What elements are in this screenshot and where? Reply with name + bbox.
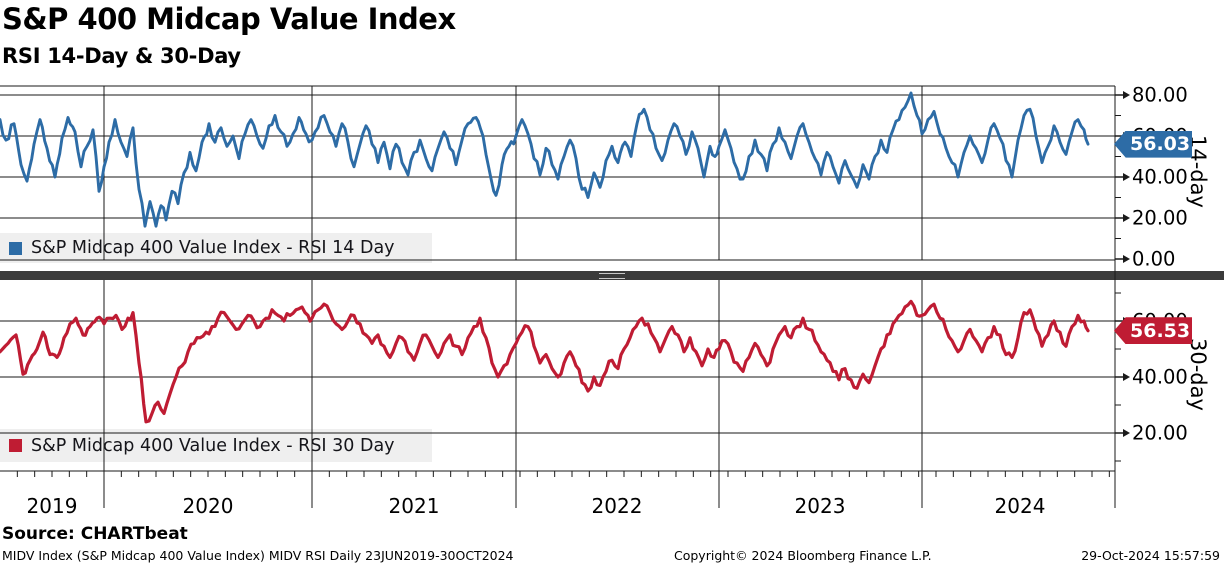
footer-ticker-info: MIDV Index (S&P Midcap 400 Value Index) …	[2, 548, 514, 563]
legend-label-rsi14: S&P Midcap 400 Value Index - RSI 14 Day	[31, 238, 395, 258]
year-label: 2022	[591, 494, 643, 518]
footer-copyright: Copyright© 2024 Bloomberg Finance L.P.	[674, 548, 932, 563]
source-label: Source: CHARTbeat	[2, 524, 188, 544]
last-value-rsi14: 56.03	[1130, 133, 1191, 156]
panel-divider	[0, 271, 1224, 280]
axis-title-30-day: 30-day	[1186, 337, 1210, 411]
y-tick-label: 20.00	[1132, 421, 1188, 445]
page-title: S&P 400 Midcap Value Index	[2, 2, 456, 36]
year-label: 2020	[182, 494, 234, 518]
page-subtitle: RSI 14-Day & 30-Day	[2, 44, 241, 68]
legend-label-rsi30: S&P Midcap 400 Value Index - RSI 30 Day	[31, 435, 395, 456]
divider-grip-handle[interactable]	[599, 273, 625, 279]
last-value-rsi30: 56.53	[1130, 319, 1191, 342]
y-tick-label: 0.00	[1132, 247, 1176, 271]
year-label: 2023	[794, 494, 846, 518]
legend-rsi14[interactable]: S&P Midcap 400 Value Index - RSI 14 Day	[0, 233, 432, 263]
y-tick-label: 20.00	[1132, 206, 1188, 230]
last-value-badge-rsi14: 56.03	[1114, 130, 1192, 158]
y-tick-label: 40.00	[1132, 165, 1188, 189]
legend-swatch-rsi30	[9, 439, 22, 452]
legend-rsi30[interactable]: S&P Midcap 400 Value Index - RSI 30 Day	[0, 429, 432, 462]
year-label: 2024	[994, 494, 1046, 518]
year-label: 2021	[388, 494, 440, 518]
footer-timestamp: 29-Oct-2024 15:57:59	[1081, 548, 1220, 563]
last-value-badge-rsi30: 56.53	[1114, 317, 1192, 345]
y-tick-label: 80.00	[1132, 83, 1188, 107]
legend-swatch-rsi14	[9, 241, 22, 255]
y-tick-label: 40.00	[1132, 365, 1188, 389]
year-label: 2019	[26, 494, 78, 518]
